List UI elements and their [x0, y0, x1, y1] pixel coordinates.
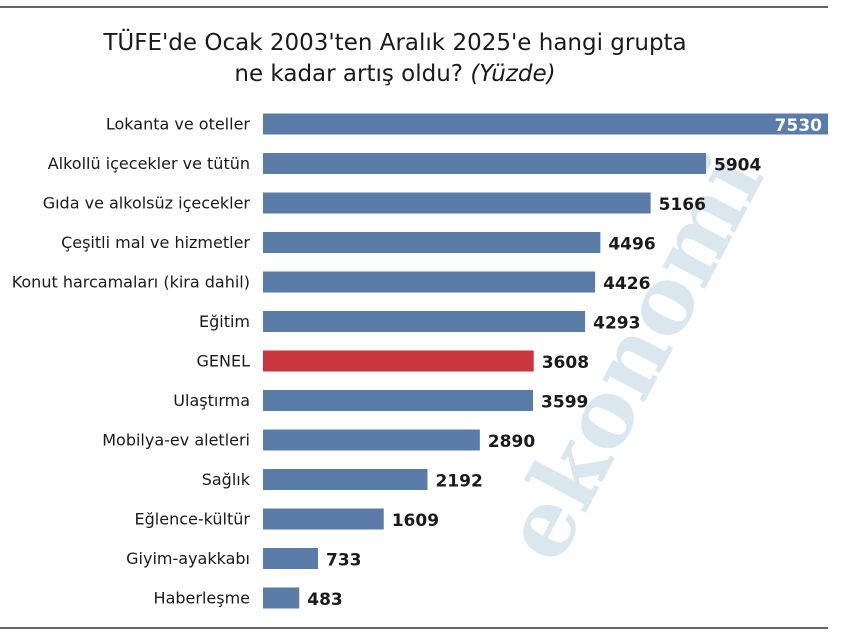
- bar: [263, 469, 428, 490]
- category-label: Alkollü içecekler ve tütün: [48, 154, 250, 173]
- category-label: Haberleşme: [154, 589, 250, 608]
- category-label: Çeşitli mal ve hizmetler: [61, 233, 250, 252]
- value-label: 5904: [714, 156, 761, 176]
- bar: [263, 113, 828, 135]
- category-label: Sağlık: [202, 470, 251, 489]
- category-label: Konut harcamaları (kira dahil): [12, 273, 250, 292]
- title-wrap: TÜFE'de Ocak 2003'ten Aralık 2025'e hang…: [100, 28, 690, 90]
- chart-subtitle: (Yüzde): [470, 61, 556, 87]
- value-label: 5166: [659, 195, 706, 215]
- category-label: Giyim-ayakkabı: [126, 549, 250, 568]
- bar: [263, 429, 480, 451]
- category-label: GENEL: [197, 352, 251, 371]
- title-box: TÜFE'de Ocak 2003'ten Aralık 2025'e hang…: [100, 28, 690, 90]
- value-label: 2890: [488, 432, 535, 452]
- value-label: 1609: [392, 511, 439, 531]
- value-label: 2192: [435, 472, 482, 492]
- value-label: 4496: [608, 235, 655, 255]
- bar: [263, 153, 706, 174]
- value-label: 483: [307, 590, 343, 610]
- value-label: 4426: [603, 274, 650, 294]
- category-label: Lokanta ve oteller: [106, 115, 251, 134]
- value-label: 733: [326, 551, 362, 571]
- category-label: Gıda ve alkolsüz içecekler: [43, 194, 251, 213]
- bar: [263, 587, 300, 609]
- bar: [263, 192, 651, 214]
- value-label: 4293: [593, 314, 640, 334]
- value-label: 3608: [542, 353, 589, 373]
- category-label: Mobilya-ev aletleri: [102, 431, 250, 450]
- bar: [263, 548, 318, 569]
- bar: [263, 232, 601, 253]
- value-label: 3599: [541, 393, 588, 413]
- category-label: Ulaştırma: [173, 391, 250, 410]
- bar: [263, 508, 384, 530]
- bar: [263, 271, 596, 293]
- category-label: Eğitim: [199, 312, 250, 331]
- chart-title: TÜFE'de Ocak 2003'ten Aralık 2025'e hang…: [103, 30, 687, 87]
- bar: [263, 350, 534, 372]
- category-label: Eğlence-kültür: [135, 510, 251, 529]
- value-label: 7530: [775, 116, 822, 136]
- bar: [263, 311, 586, 332]
- bar: [263, 390, 534, 411]
